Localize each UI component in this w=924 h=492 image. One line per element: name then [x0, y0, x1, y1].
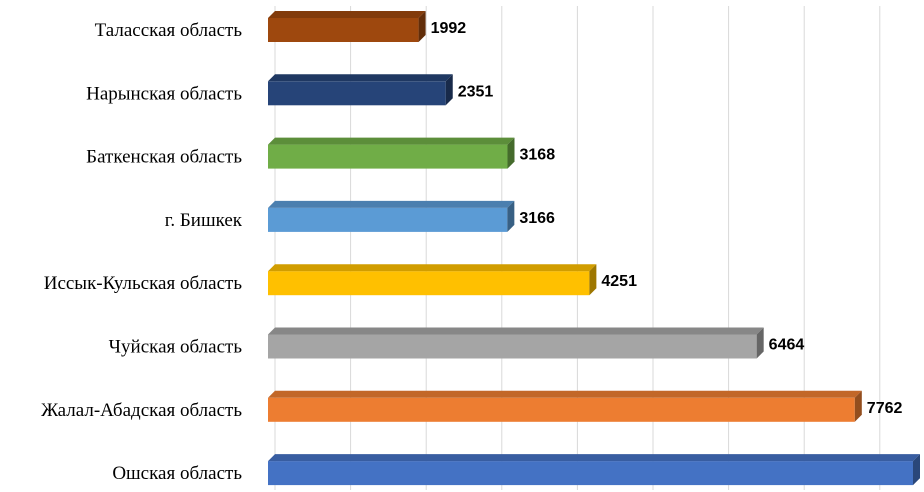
- bar: [268, 207, 508, 232]
- category-label: Баткенская область: [86, 147, 242, 168]
- data-label: 6464: [769, 337, 805, 354]
- bar-side-face: [507, 137, 515, 169]
- data-label: 3166: [519, 210, 555, 227]
- bar-side-face: [589, 264, 597, 296]
- category-label: Чуйская область: [109, 337, 243, 358]
- bar-top-face: [268, 137, 515, 145]
- bar-top-face: [268, 327, 764, 335]
- data-label: 7762: [867, 400, 903, 417]
- bar-side-face: [913, 454, 920, 486]
- bar: [268, 144, 508, 169]
- bar-side-face: [854, 390, 862, 422]
- category-label: Ошская область: [112, 463, 242, 484]
- bar: [268, 18, 419, 42]
- category-label: Жалал-Абадская область: [41, 400, 242, 421]
- bar: [268, 81, 446, 106]
- bar-top-face: [268, 74, 453, 82]
- bar-side-face: [445, 74, 453, 106]
- category-label: Нарынская область: [86, 83, 242, 104]
- data-label: 3168: [520, 147, 556, 164]
- bar-top-face: [268, 200, 515, 208]
- bar-top-face: [268, 11, 426, 18]
- bar-side-face: [418, 11, 426, 42]
- category-label: г. Бишкек: [165, 210, 243, 231]
- bar: [268, 334, 757, 359]
- bar: [268, 397, 855, 422]
- bar-side-face: [756, 327, 764, 359]
- category-label: Иссык-Кульская область: [44, 273, 243, 294]
- data-label: 2351: [458, 83, 494, 100]
- bar: [268, 271, 590, 296]
- bar-top-face: [268, 390, 862, 398]
- data-label: 1992: [431, 20, 467, 37]
- bar: [268, 461, 913, 486]
- bar-side-face: [507, 200, 515, 232]
- bar-top-face: [268, 264, 597, 272]
- bar-top-face: [268, 454, 920, 462]
- data-label: 4251: [601, 273, 637, 290]
- category-label: Таласская область: [95, 20, 243, 41]
